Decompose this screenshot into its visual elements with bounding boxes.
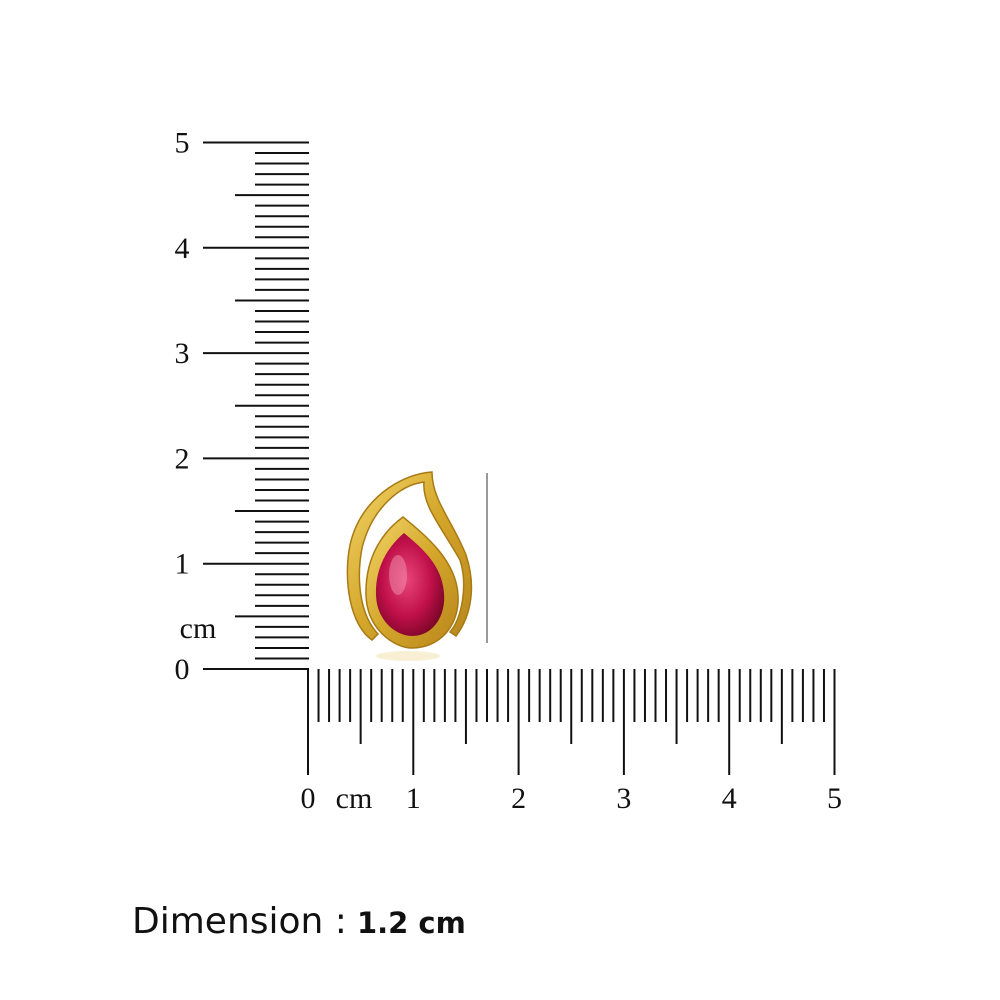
- dimension-label: Dimension :: [132, 901, 347, 942]
- tick-label: 1: [175, 548, 190, 581]
- tick-label: 4: [722, 782, 737, 815]
- unit-label: cm: [336, 782, 373, 815]
- tick-label: 0: [175, 653, 190, 686]
- tick-label: 3: [616, 782, 631, 815]
- tick-label: 2: [511, 782, 526, 815]
- dimension-text: Dimension : 1.2 cm: [132, 901, 466, 942]
- tick-label: 1: [406, 782, 421, 815]
- unit-label: cm: [180, 612, 217, 645]
- tick-label: 3: [175, 337, 190, 370]
- earring: [346, 471, 473, 661]
- tick-label: 0: [301, 782, 316, 815]
- rulers: 0 1 2 3 4 5 cm 0 1 2 3 4 5 cm: [175, 127, 843, 816]
- tick-label: 5: [175, 127, 190, 160]
- tick-label: 2: [175, 442, 190, 475]
- tick-label: 5: [827, 782, 842, 815]
- dimension-value: 1.2 cm: [357, 906, 466, 940]
- tick-label: 4: [175, 232, 190, 265]
